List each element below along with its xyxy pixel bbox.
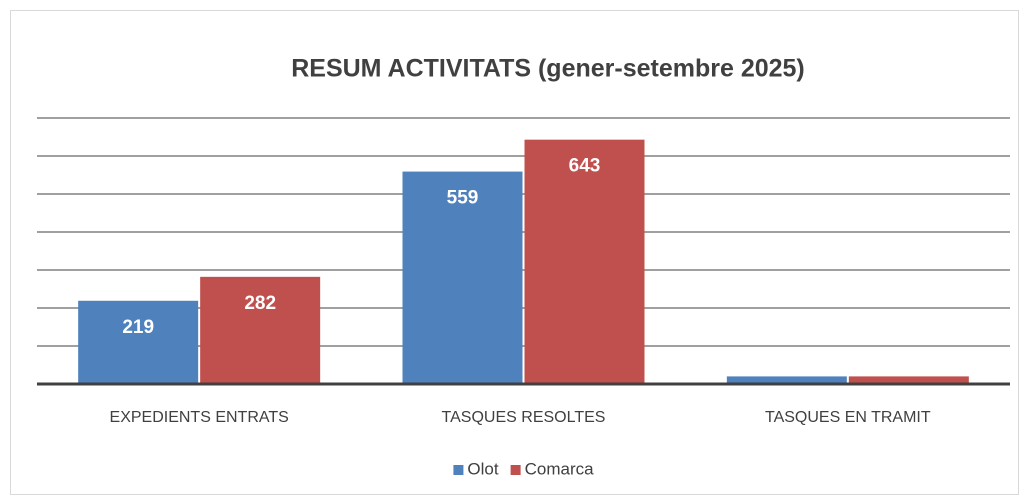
- bar: [402, 171, 523, 384]
- data-label: 219: [122, 317, 154, 338]
- data-label: 643: [569, 156, 601, 177]
- bar: [78, 300, 199, 384]
- legend-label: Olot: [467, 459, 498, 478]
- bar: [848, 376, 969, 384]
- data-label: 282: [244, 293, 276, 314]
- bar: [524, 139, 645, 384]
- x-tick-label: TASQUES RESOLTES: [442, 409, 606, 426]
- bar: [200, 276, 321, 384]
- x-tick-label: TASQUES EN TRAMIT: [765, 409, 931, 426]
- data-label: 559: [447, 188, 479, 209]
- legend-swatch: [510, 465, 521, 475]
- legend-label: Comarca: [525, 459, 595, 478]
- legend-swatch: [453, 465, 464, 475]
- x-tick-label: EXPEDIENTS ENTRATS: [110, 409, 289, 426]
- bar: [726, 376, 847, 384]
- chart-title: RESUM ACTIVITATS (gener-setembre 2025): [291, 55, 805, 83]
